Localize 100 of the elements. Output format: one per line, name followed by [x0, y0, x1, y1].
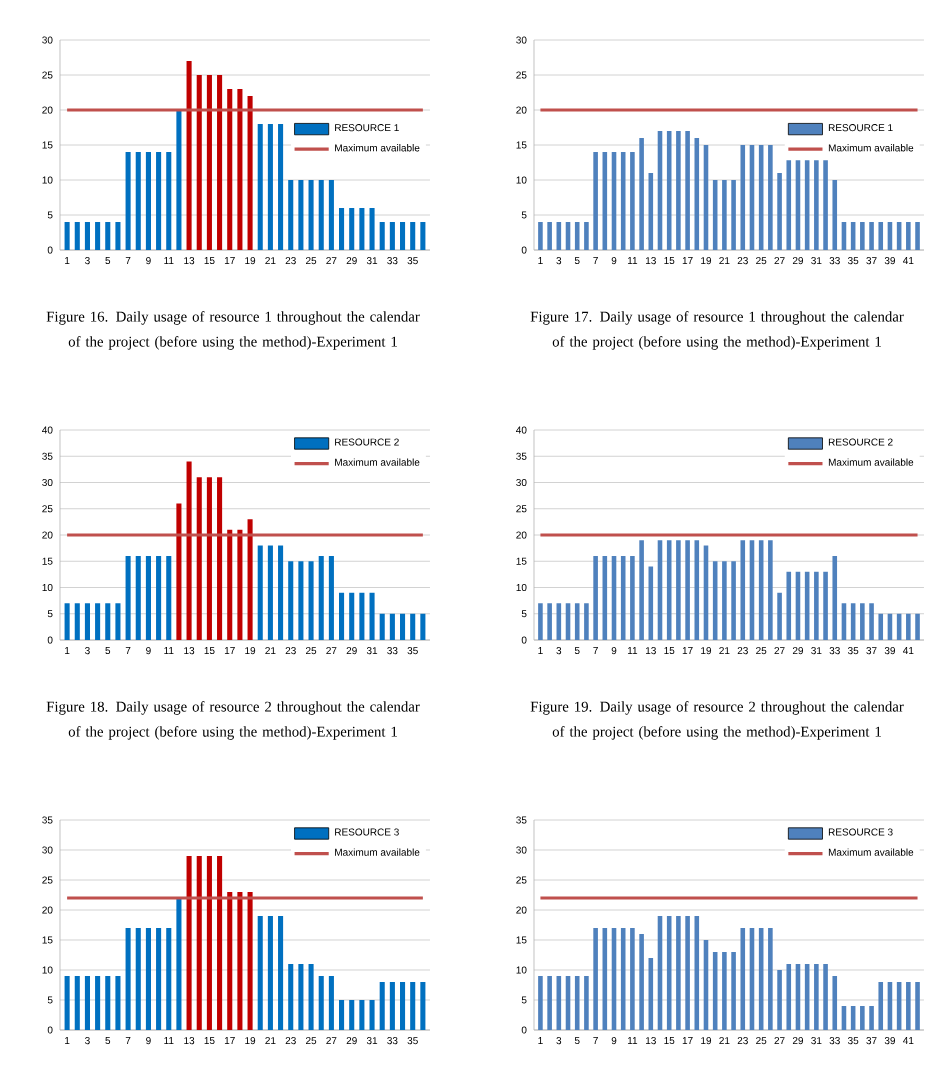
- bar: [196, 856, 202, 1030]
- bar: [64, 603, 70, 640]
- bar: [359, 999, 365, 1030]
- bar: [227, 89, 233, 251]
- bar: [267, 124, 273, 251]
- bar: [64, 222, 70, 251]
- bar: [832, 976, 838, 1030]
- bar: [685, 540, 690, 640]
- bar: [814, 159, 819, 251]
- bar: [186, 61, 192, 251]
- bar: [547, 603, 552, 640]
- bar: [237, 89, 243, 251]
- bar: [359, 208, 365, 251]
- bar: [906, 222, 911, 251]
- bar: [339, 592, 345, 640]
- bar: [740, 540, 746, 640]
- bar: [777, 592, 782, 640]
- bar: [731, 180, 736, 251]
- bar: [832, 556, 838, 640]
- bar: [410, 981, 416, 1030]
- bar: [247, 892, 253, 1030]
- bar: [620, 152, 626, 251]
- bar: [915, 613, 920, 640]
- bar: [186, 461, 192, 640]
- bar: [95, 603, 101, 640]
- bar: [247, 96, 253, 251]
- bar: [95, 222, 101, 251]
- bar: [400, 981, 406, 1030]
- bar: [584, 603, 589, 640]
- bar: [74, 603, 80, 640]
- bar: [420, 222, 426, 251]
- bar: [860, 222, 865, 251]
- bar: [593, 928, 598, 1030]
- bar: [786, 964, 792, 1030]
- bar: [186, 856, 192, 1030]
- bar: [915, 981, 920, 1030]
- bar: [257, 124, 263, 251]
- bar: [318, 180, 324, 251]
- bar: [369, 208, 375, 251]
- bar: [227, 529, 233, 640]
- bar: [166, 152, 172, 251]
- bar: [156, 556, 162, 640]
- bar: [722, 951, 727, 1030]
- bar: [823, 571, 828, 640]
- bar: [722, 561, 727, 640]
- bar: [288, 180, 294, 251]
- bar: [298, 561, 304, 640]
- bar: [906, 981, 911, 1030]
- bar: [768, 145, 773, 251]
- bar: [869, 603, 874, 640]
- bar: [156, 928, 162, 1030]
- bar: [84, 976, 90, 1030]
- bar: [379, 981, 385, 1030]
- bar: [74, 976, 80, 1030]
- bar: [538, 603, 543, 640]
- bar: [308, 964, 314, 1030]
- bar: [639, 138, 644, 251]
- bar: [288, 561, 294, 640]
- bar: [906, 613, 911, 640]
- bar: [878, 613, 884, 640]
- bar: [869, 222, 874, 251]
- bar: [267, 916, 273, 1030]
- bar: [257, 916, 263, 1030]
- bar: [308, 180, 314, 251]
- bar: [639, 934, 644, 1030]
- bar: [379, 222, 385, 251]
- bar: [389, 613, 395, 640]
- bar: [217, 477, 223, 640]
- bar: [915, 222, 920, 251]
- bar: [639, 540, 644, 640]
- bar: [359, 592, 365, 640]
- bar: [247, 519, 253, 640]
- bar: [196, 477, 202, 640]
- bar: [538, 222, 543, 251]
- bar: [574, 222, 580, 251]
- bar: [740, 928, 746, 1030]
- bar: [584, 222, 589, 251]
- bar: [574, 976, 580, 1030]
- bar: [105, 603, 111, 640]
- bar: [145, 556, 151, 640]
- bar: [823, 964, 828, 1030]
- bar: [328, 556, 334, 640]
- bar: [676, 916, 681, 1030]
- bar: [410, 222, 416, 251]
- bar: [389, 981, 395, 1030]
- bar: [206, 856, 212, 1030]
- bar: [379, 613, 385, 640]
- bar: [369, 999, 375, 1030]
- bar: [547, 976, 552, 1030]
- bar: [574, 603, 580, 640]
- bar: [318, 976, 324, 1030]
- bar: [267, 545, 273, 640]
- bar: [685, 916, 690, 1030]
- bar: [156, 152, 162, 251]
- bar: [125, 556, 131, 640]
- bar: [768, 540, 773, 640]
- bar: [115, 976, 121, 1030]
- bar: [676, 131, 681, 251]
- bar: [878, 222, 884, 251]
- bar: [145, 152, 151, 251]
